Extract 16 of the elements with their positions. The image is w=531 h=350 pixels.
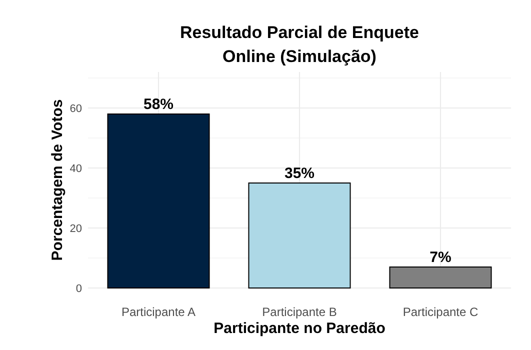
y-tick-label: 60 (70, 103, 82, 115)
y-axis-title: Porcentagem de Votos (49, 99, 66, 261)
data-label: 35% (284, 165, 315, 182)
bar (107, 114, 210, 288)
bar (248, 182, 351, 288)
x-tick-label: Participante B (262, 305, 337, 319)
bar (389, 266, 492, 288)
y-tick-label: 40 (70, 163, 82, 175)
x-tick-label: Participante C (402, 305, 479, 319)
x-tick-label: Participante A (121, 305, 196, 319)
x-axis-title: Participante no Paredão (214, 320, 386, 337)
data-label: 7% (430, 249, 452, 266)
data-label: 58% (143, 96, 174, 113)
chart-title: Resultado Parcial de Enquete Online (Simulação) (180, 23, 420, 66)
y-tick-label: 20 (70, 223, 82, 235)
y-tick-label: 0 (76, 283, 82, 295)
